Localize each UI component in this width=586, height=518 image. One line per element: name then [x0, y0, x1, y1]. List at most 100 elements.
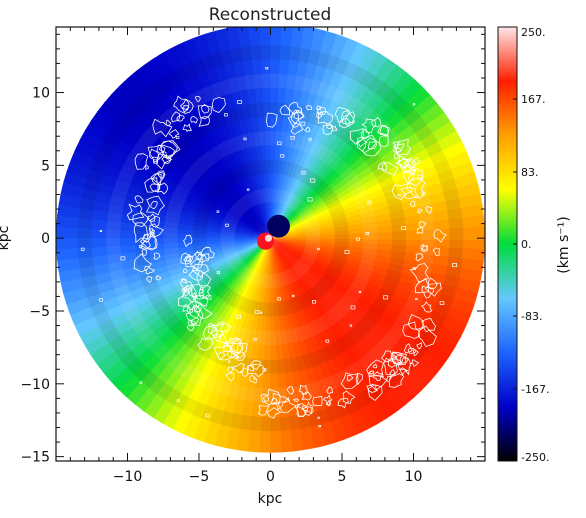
contour-line [326, 399, 331, 407]
contour-line [153, 159, 159, 164]
contour-line [407, 347, 417, 355]
contour-line [412, 103, 416, 106]
contour-line [331, 125, 338, 132]
velocity-wedge [270, 49, 405, 239]
colorbar-tick-label: -83. [521, 310, 542, 323]
annulus-ring [106, 73, 435, 403]
contour-line [181, 286, 190, 297]
y-axis-title: kpc [0, 226, 12, 251]
contour-line [254, 310, 260, 314]
y-tick-label: −15 [20, 450, 50, 466]
contour-line [312, 395, 323, 407]
velocity-wedge [270, 63, 423, 239]
contour-line [176, 114, 185, 122]
contour-line [409, 359, 420, 367]
velocity-wedge [111, 69, 271, 239]
contour-line [293, 109, 304, 120]
contour-line [421, 317, 436, 333]
contour-line [355, 137, 368, 148]
velocity-wedge [270, 115, 467, 239]
contour-line [170, 111, 180, 123]
contour-line [191, 292, 199, 301]
contour-line [342, 390, 356, 404]
velocity-wedge [101, 238, 271, 398]
contour-line [308, 137, 312, 141]
contour-line [367, 384, 383, 402]
contour-line [277, 297, 281, 301]
contour-line [349, 324, 353, 327]
colorbar-tick-label: 83. [521, 166, 539, 179]
contour-line [301, 171, 306, 175]
velocity-wedge [168, 31, 271, 239]
velocity-wedge [270, 238, 460, 373]
contour-line [323, 394, 333, 405]
contour-line [187, 283, 205, 300]
contour-line [133, 253, 152, 273]
contour-line [344, 249, 350, 254]
contour-line [139, 381, 143, 384]
contour-line [416, 342, 422, 350]
contour-line [228, 360, 231, 363]
y-axis: −15 −10 −5 0 5 10 [20, 33, 485, 466]
contour-line [418, 221, 427, 228]
contour-line [158, 140, 181, 160]
contour-line [155, 275, 162, 281]
contour-line [415, 253, 424, 262]
contour-line [262, 368, 267, 372]
velocity-wedge [126, 238, 271, 421]
velocity-wedge [74, 238, 271, 361]
contour-line [368, 140, 378, 150]
contour-line [404, 343, 413, 354]
contour-line [406, 178, 426, 199]
contour-line [180, 252, 194, 265]
contour-line [365, 232, 370, 235]
core-center [264, 234, 273, 242]
contour-line [304, 127, 311, 133]
velocity-wedge [270, 238, 384, 440]
contour-line [368, 370, 375, 375]
contour-line [193, 305, 201, 313]
velocity-wedge [270, 214, 485, 239]
contour-line [253, 337, 257, 341]
contour-line [150, 200, 158, 210]
velocity-wedge [59, 238, 271, 330]
contour-line [287, 111, 301, 128]
colorbar-tick-label: 167. [521, 93, 546, 106]
contour-line [201, 103, 210, 114]
contour-line [249, 374, 258, 384]
contour-line [391, 182, 413, 201]
contour-line [188, 269, 203, 281]
velocity-wedge [81, 103, 271, 239]
contour-line [202, 325, 218, 340]
contour-line [179, 278, 193, 293]
contour-line [266, 112, 278, 128]
contour-line [393, 152, 400, 160]
chart-title: Reconstructed [209, 5, 332, 25]
contour-line [253, 377, 256, 380]
annulus-ring [220, 188, 321, 289]
x-tick-label: −5 [189, 469, 210, 485]
velocity-wedge [270, 238, 446, 391]
contour-line [175, 136, 180, 139]
contour-line [99, 298, 104, 302]
contour-line [421, 243, 429, 253]
x-tick-label: −10 [113, 469, 143, 485]
contour-line [216, 210, 220, 213]
x-tick-label: 10 [405, 469, 423, 485]
contour-line [213, 332, 222, 342]
contour-line [149, 183, 160, 192]
velocity-wedge [270, 179, 485, 239]
x-tick-label: 5 [338, 469, 347, 485]
velocity-wedge [270, 96, 455, 239]
contour-line [176, 399, 180, 402]
contour-line [184, 251, 202, 272]
contour-line [425, 205, 433, 215]
contour-line [258, 405, 270, 416]
contour-line [412, 267, 417, 271]
contour-line [179, 99, 194, 114]
contour-line [356, 237, 360, 241]
contour-line [316, 105, 322, 111]
contour-line [146, 195, 165, 216]
contour-line [412, 349, 419, 357]
colorbar-title: (km s⁻¹) [556, 216, 572, 273]
